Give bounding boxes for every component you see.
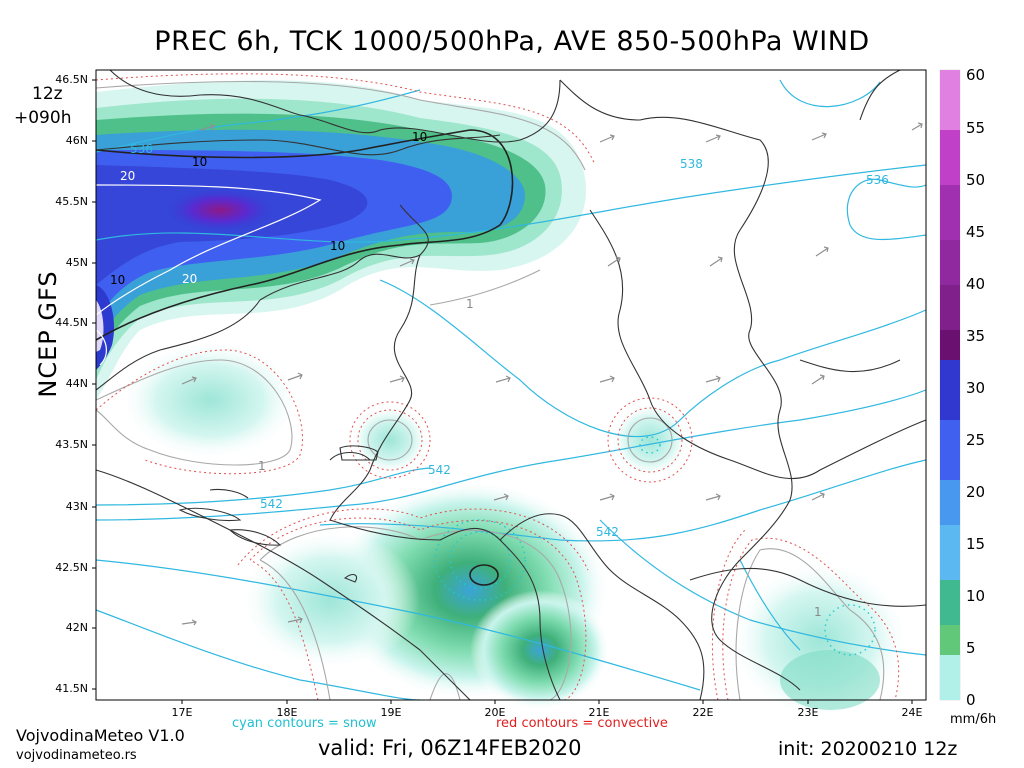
islands [178,445,379,583]
colorbar-unit: mm/6h [950,712,997,727]
colorbar [939,69,961,701]
lon-label: 20E [484,706,506,719]
colorbar-tick: 10 [966,587,986,605]
forecast-step: +090h [14,108,72,128]
legend-convective: red contours = convective [496,716,668,731]
label-10-a: 10 [192,155,207,169]
lat-label: 41.5N [55,682,88,695]
lat-label: 45N [65,256,88,269]
wind-arrows [181,122,923,626]
valid-time: valid: Fri, 06Z14FEB2020 [318,736,582,760]
map-frame [95,69,927,701]
label-536-east: 536 [866,173,889,187]
colorbar-tick: 50 [966,171,986,189]
lat-label: 43N [65,500,88,513]
lon-label: 22E [692,706,714,719]
colorbar-tick: 55 [966,119,986,137]
label-1-c: 1 [814,605,822,619]
colorbar-tick: 5 [966,639,976,657]
label-20-a: 20 [120,169,135,183]
label-10-d: 10 [110,273,125,287]
lon-label: 17E [171,706,193,719]
precip-10-contour [95,129,514,586]
thickness-contours [95,79,927,701]
lat-label: 46.5N [55,73,88,86]
colorbar-tick: 60 [966,66,986,84]
colorbar-tick: 25 [966,431,986,449]
snow-contours [434,436,876,656]
label-538: 538 [680,157,703,171]
lat-label: 42N [65,621,88,634]
precip-20-contour [95,184,322,366]
colorbar-tick: 0 [966,691,976,709]
lat-label: 44N [65,377,88,390]
legend-snow: cyan contours = snow [232,716,377,731]
lat-label: 46N [65,134,88,147]
label-20-b: 20 [182,272,197,286]
lat-label: 42.5N [55,561,88,574]
colorbar-tick: 35 [966,327,986,345]
label-536-west: 536 [130,142,153,156]
lat-label: 45.5N [55,195,88,208]
axis-ticks [92,79,913,704]
brand-url: vojvodinameteo.rs [16,748,137,763]
precip-1-contours [95,80,885,701]
lat-label: 44.5N [55,316,88,329]
colorbar-tick: 20 [966,483,986,501]
lon-label: 24E [901,706,923,719]
colorbar-tick: 45 [966,223,986,241]
lat-label: 43.5N [55,438,88,451]
brand-label: VojvodinaMeteo V1.0 [16,726,185,745]
borders [95,69,927,701]
map-title: PREC 6h, TCK 1000/500hPa, AVE 850-500hPa… [154,26,870,57]
label-542-east: 542 [596,525,619,539]
run-hour: 12z [32,84,63,104]
label-1-b: 1 [258,459,266,473]
label-542-west: 542 [260,497,283,511]
contour-labels: 536 538 536 542 542 542 10 10 10 10 20 2… [110,130,889,619]
lon-label: 19E [380,706,402,719]
precip-field [96,80,910,720]
label-10-c: 10 [330,239,345,253]
label-10-b: 10 [412,130,427,144]
colorbar-tick: 40 [966,275,986,293]
colorbar-tick: 30 [966,379,986,397]
init-time: init: 20200210 12z [778,738,958,760]
label-542-mid: 542 [428,463,451,477]
colorbar-tick: 15 [966,535,986,553]
convective-contours [95,73,900,701]
lon-label: 21E [588,706,610,719]
lon-label: 18E [276,706,298,719]
label-1-a: 1 [466,297,474,311]
lon-label: 23E [797,706,819,719]
